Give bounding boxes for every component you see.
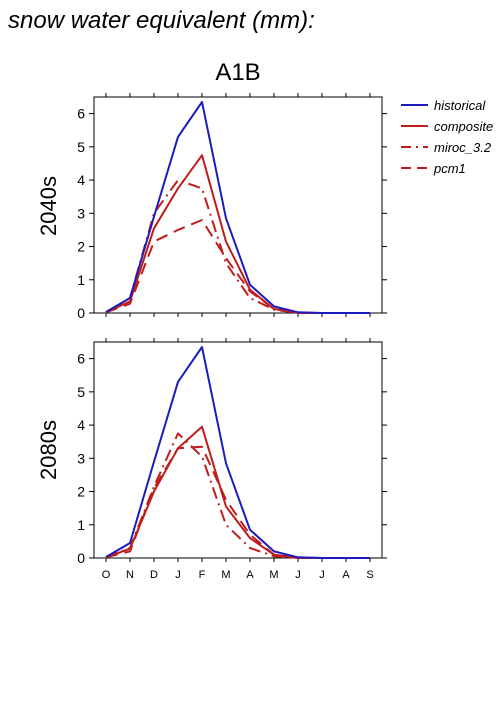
y-tick-label: 5 bbox=[77, 384, 85, 400]
x-tick-label: J bbox=[319, 569, 325, 581]
x-tick-label: M bbox=[221, 569, 230, 581]
y-tick-label: 1 bbox=[77, 272, 85, 288]
legend-label: composite bbox=[434, 119, 493, 134]
y-tick-label: 0 bbox=[77, 550, 85, 566]
x-tick-label: A bbox=[342, 569, 350, 581]
plot-frame bbox=[93, 96, 383, 314]
x-tick-label: J bbox=[175, 569, 181, 581]
y-tick-label: 1 bbox=[77, 517, 85, 533]
x-tick-label: A bbox=[246, 569, 254, 581]
legend-label: pcm1 bbox=[433, 161, 466, 176]
series-line-pcm1 bbox=[105, 445, 370, 559]
x-tick-label: S bbox=[366, 569, 373, 581]
series-line-composite bbox=[105, 154, 370, 314]
x-tick-label: D bbox=[150, 569, 158, 581]
x-tick-label: M bbox=[269, 569, 278, 581]
y-tick-label: 3 bbox=[77, 450, 85, 466]
y-tick-label: 4 bbox=[77, 417, 85, 433]
panel-2040s: 0 1 2 3 4 5 6 2040s bbox=[36, 93, 387, 321]
y-tick-label: 5 bbox=[77, 139, 85, 155]
legend: historical composite miroc_3.2 pcm1 bbox=[401, 98, 493, 176]
series-line-historical bbox=[105, 346, 370, 559]
x-tick-label: F bbox=[199, 569, 206, 581]
y-tick-label: 6 bbox=[77, 351, 85, 367]
panel-2080s: 0 1 2 3 4 5 6 2080s bbox=[36, 338, 387, 566]
y-tick-label: 4 bbox=[77, 172, 85, 188]
figure-title: snow water equivalent (mm): bbox=[8, 7, 315, 34]
row-label: 2040s bbox=[36, 176, 61, 236]
series-line-historical bbox=[105, 101, 370, 314]
x-tick-label: J bbox=[295, 569, 301, 581]
x-tick-label: O bbox=[102, 569, 111, 581]
plot-frame bbox=[93, 341, 383, 559]
y-tick-label: 0 bbox=[77, 305, 85, 321]
legend-label: historical bbox=[434, 98, 486, 113]
y-tick-label: 6 bbox=[77, 106, 85, 122]
legend-label: miroc_3.2 bbox=[434, 140, 492, 155]
y-tick-label: 2 bbox=[77, 484, 85, 500]
scenario-label: A1B bbox=[215, 59, 260, 86]
y-tick-label: 3 bbox=[77, 205, 85, 221]
y-tick-label: 2 bbox=[77, 239, 85, 255]
row-label: 2080s bbox=[36, 420, 61, 480]
x-tick-label: N bbox=[126, 569, 134, 581]
